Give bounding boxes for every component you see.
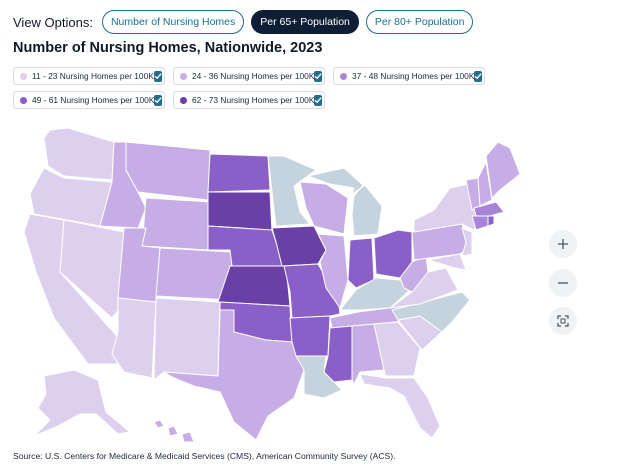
checkbox-checked-icon[interactable]: [154, 94, 163, 106]
view-number-of-nursing-homes-button[interactable]: Number of Nursing Homes: [101, 10, 245, 34]
state-minnesota[interactable]: [267, 155, 317, 227]
state-maine[interactable]: [485, 141, 521, 199]
zoom-out-button[interactable]: [549, 269, 577, 297]
state-louisiana[interactable]: [295, 355, 343, 399]
view-per-65-population-button[interactable]: Per 65+ Population: [251, 10, 359, 34]
fullscreen-icon: [557, 315, 569, 327]
state-georgia[interactable]: [373, 321, 421, 377]
legend-swatch: [20, 96, 27, 104]
state-massachusetts[interactable]: [473, 201, 505, 217]
state-north-dakota[interactable]: [207, 153, 271, 193]
us-choropleth-map[interactable]: [14, 122, 534, 444]
state-colorado[interactable]: [155, 247, 233, 301]
view-options: View Options: Number of Nursing Homes Pe…: [13, 10, 474, 34]
checkbox-checked-icon[interactable]: [153, 70, 162, 82]
legend-label: 11 - 23 Nursing Homes per 100K: [32, 71, 154, 81]
state-illinois[interactable]: [317, 233, 349, 309]
legend-item-37-48[interactable]: 37 - 48 Nursing Homes per 100K: [333, 67, 485, 85]
state-wisconsin[interactable]: [299, 181, 349, 235]
legend-label: 24 - 36 Nursing Homes per 100K: [192, 71, 315, 81]
state-florida[interactable]: [359, 373, 441, 439]
state-new-mexico[interactable]: [153, 297, 221, 381]
state-kansas[interactable]: [217, 265, 291, 307]
reset-view-button[interactable]: [549, 307, 577, 335]
state-arizona[interactable]: [111, 297, 157, 379]
state-new-hampshire[interactable]: [477, 161, 493, 207]
state-nevada[interactable]: [59, 219, 125, 319]
legend: 11 - 23 Nursing Homes per 100K 24 - 36 N…: [13, 67, 485, 115]
legend-swatch: [20, 72, 27, 80]
view-per-80-population-button[interactable]: Per 80+ Population: [365, 10, 474, 34]
state-texas[interactable]: [163, 309, 305, 441]
legend-item-24-36[interactable]: 24 - 36 Nursing Homes per 100K: [173, 67, 325, 85]
state-new-jersey[interactable]: [461, 227, 473, 257]
state-montana[interactable]: [125, 141, 211, 201]
checkbox-checked-icon[interactable]: [314, 94, 323, 106]
legend-label: 49 - 61 Nursing Homes per 100K: [32, 95, 155, 105]
state-rhode-island[interactable]: [487, 215, 495, 227]
checkbox-checked-icon[interactable]: [314, 70, 323, 82]
state-washington[interactable]: [43, 127, 115, 181]
legend-swatch: [180, 72, 187, 80]
state-indiana[interactable]: [347, 237, 375, 289]
state-alaska[interactable]: [33, 369, 131, 437]
legend-item-11-23[interactable]: 11 - 23 Nursing Homes per 100K: [13, 67, 165, 85]
minus-icon: [558, 282, 568, 284]
state-north-carolina[interactable]: [391, 291, 471, 333]
legend-item-62-73[interactable]: 62 - 73 Nursing Homes per 100K: [173, 91, 325, 109]
state-wyoming[interactable]: [141, 197, 211, 251]
state-hawaii[interactable]: [153, 419, 195, 443]
legend-label: 62 - 73 Nursing Homes per 100K: [192, 95, 315, 105]
plus-icon: [558, 239, 568, 249]
checkbox-checked-icon[interactable]: [474, 70, 483, 82]
state-arkansas[interactable]: [289, 315, 331, 357]
state-west-virginia[interactable]: [399, 255, 429, 293]
map-title: Number of Nursing Homes, Nationwide, 202…: [13, 40, 323, 56]
state-south-dakota[interactable]: [207, 191, 273, 233]
legend-swatch: [340, 72, 347, 80]
legend-item-49-61[interactable]: 49 - 61 Nursing Homes per 100K: [13, 91, 165, 109]
state-maryland[interactable]: [427, 253, 467, 271]
zoom-in-button[interactable]: [549, 230, 577, 258]
legend-swatch: [180, 96, 187, 104]
state-iowa[interactable]: [271, 225, 327, 267]
legend-label: 37 - 48 Nursing Homes per 100K: [352, 71, 475, 81]
state-michigan[interactable]: [307, 167, 383, 237]
source-note: Source: U.S. Centers for Medicare & Medi…: [13, 451, 396, 461]
view-options-label: View Options:: [13, 14, 93, 30]
